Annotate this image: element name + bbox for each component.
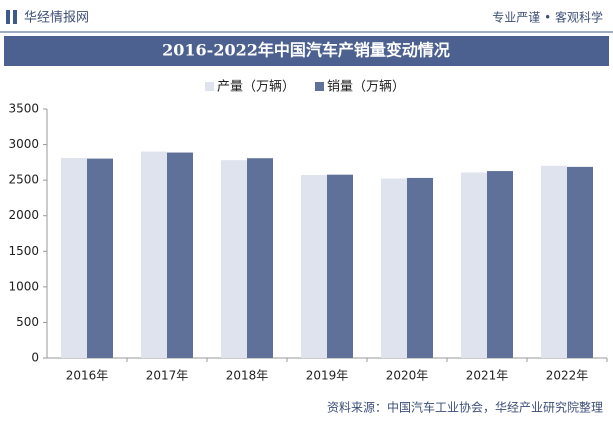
y-tick-label: 2500 <box>8 173 39 187</box>
bar <box>247 158 273 358</box>
legend-swatch <box>205 82 214 91</box>
legend-label: 销量（万辆） <box>327 80 405 95</box>
y-tick-label: 2000 <box>8 208 39 222</box>
y-tick-label: 1000 <box>8 279 39 293</box>
y-tick-label: 3500 <box>8 102 39 116</box>
bar <box>167 152 193 358</box>
bar <box>87 158 113 358</box>
x-tick-label: 2019年 <box>306 369 349 383</box>
logo-mark <box>13 10 17 24</box>
x-tick-label: 2021年 <box>466 369 509 383</box>
legend-label: 产量（万辆） <box>217 80 295 95</box>
x-tick-label: 2016年 <box>66 369 109 383</box>
bar <box>61 157 87 358</box>
x-tick-label: 2020年 <box>386 369 429 383</box>
x-tick-label: 2017年 <box>146 369 189 383</box>
slogan: 专业严谨 • 客观科学 <box>492 10 603 25</box>
bar <box>567 166 593 358</box>
y-tick-label: 3000 <box>8 137 39 151</box>
x-tick-label: 2018年 <box>226 369 269 383</box>
bar <box>301 175 327 358</box>
legend-swatch <box>315 82 324 91</box>
bar <box>487 171 513 358</box>
title-bar <box>4 36 609 66</box>
x-tick-label: 2022年 <box>546 369 589 383</box>
bar <box>541 165 567 358</box>
source: 资料来源：中国汽车工业协会，华经产业研究院整理 <box>327 400 603 415</box>
y-tick-label: 500 <box>16 315 39 329</box>
brand: 华经情报网 <box>24 11 89 26</box>
logo-mark <box>6 10 10 24</box>
bar <box>461 172 487 358</box>
bar <box>141 151 167 358</box>
bar <box>407 177 433 358</box>
bar <box>381 178 407 358</box>
y-tick-label: 0 <box>31 351 39 365</box>
bar <box>221 160 247 358</box>
bar <box>327 174 353 358</box>
chart-title: 2016-2022年中国汽车产销量变动情况 <box>162 41 450 60</box>
y-tick-label: 1500 <box>8 244 39 258</box>
